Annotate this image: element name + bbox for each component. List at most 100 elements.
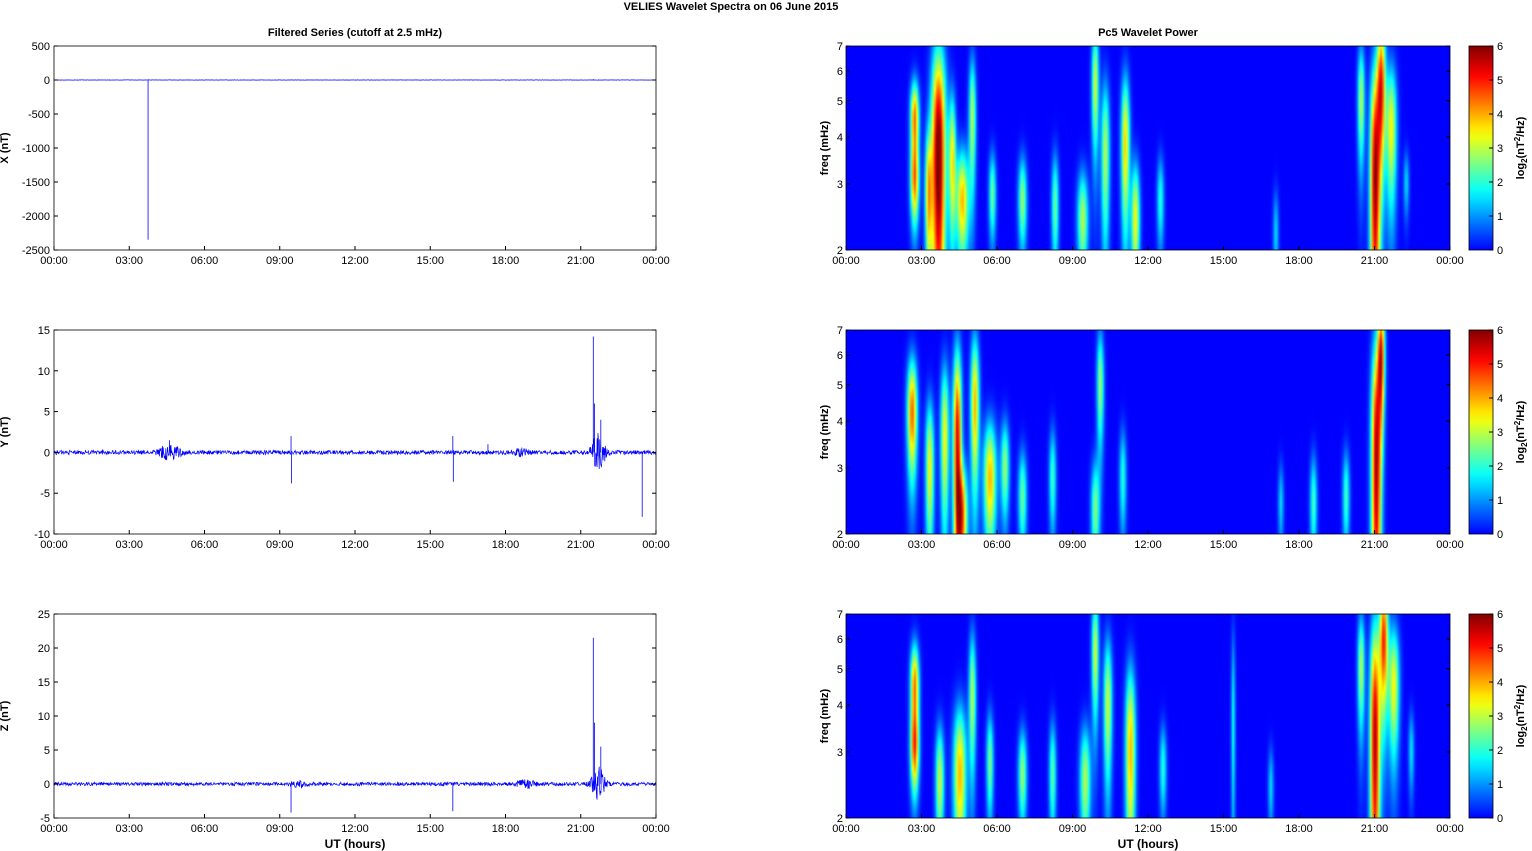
series-line (53, 433, 657, 470)
wavelet-panel-1: 2 3 4 5 6 7 00:00 03:00 06:00 09:00 12:00 15:00 18:0… (819, 27, 1529, 267)
x-tick-label: 18:00 (1285, 539, 1313, 551)
y-axis-label: freq (mHz) (819, 120, 831, 175)
colorbar-tick-label: 5 (1497, 359, 1503, 371)
x-axis-label: UT (hours) (1118, 837, 1179, 851)
x-tick-label: 03:00 (115, 539, 143, 551)
colorbar-tick-label: 0 (1497, 245, 1503, 257)
x-tick-label: 18:00 (492, 255, 520, 267)
x-tick-label: 15:00 (416, 255, 444, 267)
y-tick-label: 5 (44, 407, 50, 419)
plot-area (54, 330, 656, 534)
y-tick-label: 6 (837, 634, 843, 646)
x-tick-label: 12:00 (341, 539, 369, 551)
x-tick-label: 12:00 (1134, 823, 1162, 835)
x-tick-label: 00:00 (832, 255, 860, 267)
x-tick-label: 12:00 (341, 255, 369, 267)
x-tick-label: 06:00 (191, 255, 219, 267)
x-tick-label: 21:00 (1361, 539, 1389, 551)
y-tick-label: 7 (837, 41, 843, 53)
x-tick-label: 03:00 (908, 823, 936, 835)
colorbar-tick-label: 1 (1497, 211, 1503, 223)
y-tick-label: -10 (34, 529, 50, 541)
timeseries-panel-1: -2500 -2000 -1500 -1000 -500 0 500 00:00 03:00 06… (0, 27, 670, 267)
x-tick-label: 18:00 (1285, 255, 1313, 267)
colorbar-label-part: /Hz) (1515, 116, 1527, 137)
y-tick-label: 2 (837, 529, 843, 541)
colorbar-label-part: log (1515, 731, 1527, 748)
x-tick-label: 03:00 (908, 539, 936, 551)
x-tick-label: 03:00 (115, 823, 143, 835)
x-tick-label: 06:00 (983, 255, 1011, 267)
colorbar-label-part: /Hz) (1515, 684, 1527, 705)
x-tick-label: 00:00 (642, 823, 670, 835)
colorbar-label: log2(nT2/Hz) (1513, 684, 1529, 747)
y-tick-label: -2000 (22, 211, 50, 223)
colorbar-tick-label: 2 (1497, 461, 1503, 473)
colorbar-label: log2(nT2/Hz) (1513, 116, 1529, 179)
colorbar-tick-label: 6 (1497, 325, 1503, 337)
wavelet-power-heatmap (846, 330, 1450, 534)
x-tick-label: 06:00 (983, 823, 1011, 835)
y-tick-label: 2 (837, 813, 843, 825)
colorbar-tick-label: 2 (1497, 177, 1503, 189)
y-tick-label: 3 (837, 463, 843, 475)
y-tick-label: 6 (837, 66, 843, 78)
x-tick-label: 12:00 (1134, 539, 1162, 551)
y-tick-label: 0 (44, 779, 50, 791)
x-tick-label: 15:00 (1210, 539, 1238, 551)
x-tick-label: 00:00 (40, 823, 68, 835)
x-tick-label: 21:00 (1361, 255, 1389, 267)
colorbar-label-part: 2 (1520, 442, 1529, 447)
y-tick-label: 15 (38, 325, 50, 337)
x-tick-label: 09:00 (266, 823, 294, 835)
y-tick-label: 4 (837, 416, 843, 428)
x-tick-label: 00:00 (642, 539, 670, 551)
x-tick-label: 21:00 (567, 539, 595, 551)
x-tick-label: 03:00 (908, 255, 936, 267)
y-tick-label: -1500 (22, 177, 50, 189)
x-tick-label: 06:00 (983, 539, 1011, 551)
colorbar-tick-label: 5 (1497, 643, 1503, 655)
figure-suptitle: VELIES Wavelet Spectra on 06 June 2015 (624, 1, 839, 13)
colorbar-tick-label: 0 (1497, 813, 1503, 825)
plot-area (54, 614, 656, 818)
x-tick-label: 00:00 (1436, 539, 1464, 551)
colorbar-tick-label: 2 (1497, 745, 1503, 757)
colorbar-label-part: 2 (1513, 704, 1522, 709)
timeseries-panel-3: -5 0 5 10 15 20 25 00:00 03:00 06:00 09:00 12:00 15:… (0, 609, 670, 851)
colorbar-tick-label: 4 (1497, 677, 1503, 689)
x-tick-label: 21:00 (567, 255, 595, 267)
panel-title: Filtered Series (cutoff at 2.5 mHz) (268, 27, 443, 39)
x-tick-label: 00:00 (1436, 823, 1464, 835)
x-tick-label: 06:00 (191, 823, 219, 835)
y-tick-label: 6 (837, 350, 843, 362)
colorbar-tick-label: 0 (1497, 529, 1503, 541)
x-tick-label: 18:00 (1285, 823, 1313, 835)
colorbar-tick-label: 3 (1497, 427, 1503, 439)
x-tick-label: 12:00 (341, 823, 369, 835)
y-tick-label: 15 (38, 677, 50, 689)
x-tick-label: 09:00 (1059, 823, 1087, 835)
y-tick-label: 500 (32, 41, 50, 53)
y-tick-label: 7 (837, 609, 843, 621)
colorbar-label-part: log (1515, 447, 1527, 464)
x-axis-label: UT (hours) (325, 837, 386, 851)
y-tick-label: 4 (837, 700, 843, 712)
y-tick-label: 0 (44, 75, 50, 87)
x-tick-label: 09:00 (1059, 539, 1087, 551)
colorbar-tick-label: 1 (1497, 495, 1503, 507)
x-tick-label: 09:00 (266, 255, 294, 267)
y-tick-label: 4 (837, 132, 843, 144)
x-tick-label: 18:00 (492, 539, 520, 551)
x-tick-label: 15:00 (1210, 823, 1238, 835)
colorbar-label-part: (nT (1515, 709, 1527, 726)
y-axis-label: freq (mHz) (819, 688, 831, 743)
colorbar-tick-label: 1 (1497, 779, 1503, 791)
y-tick-label: 3 (837, 747, 843, 759)
x-tick-label: 03:00 (115, 255, 143, 267)
y-tick-label: 10 (38, 366, 50, 378)
wavelet-panel-3: 2 3 4 5 6 7 00:00 03:00 06:00 09:00 12:00 15:00 18:0… (819, 609, 1529, 851)
x-tick-label: 15:00 (1210, 255, 1238, 267)
